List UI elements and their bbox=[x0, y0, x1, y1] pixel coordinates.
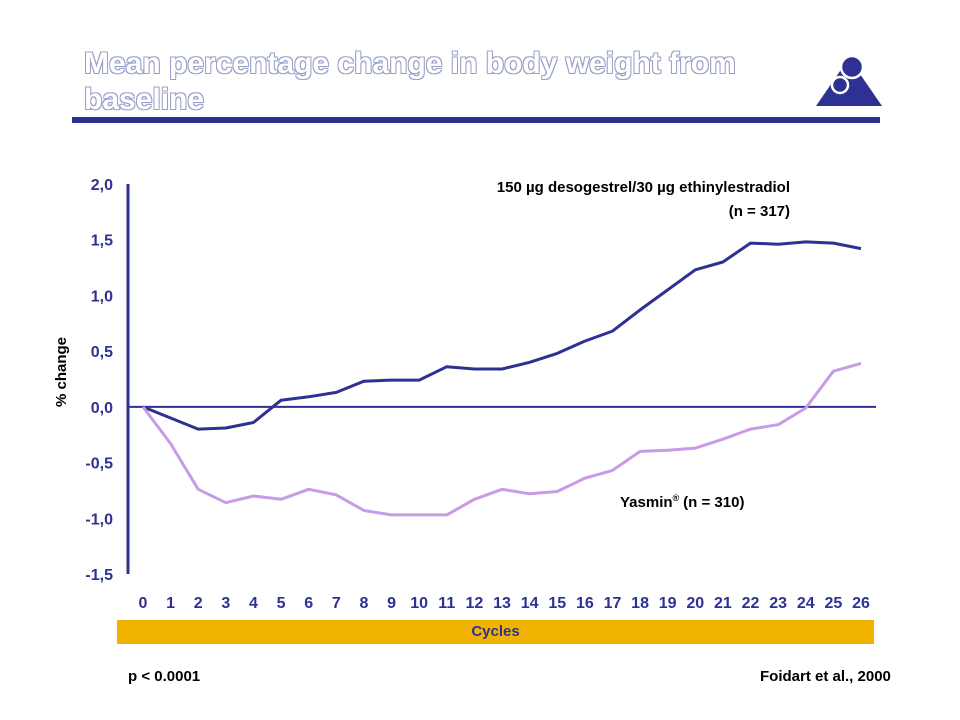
series-line-dsg bbox=[142, 240, 862, 431]
registered-mark: ® bbox=[673, 493, 680, 503]
x-tick-label: 21 bbox=[714, 595, 732, 612]
x-tick-label: 1 bbox=[166, 595, 175, 612]
y-axis: 2,0 1,5 1,0 0,5 0,0 -0,5 -1,0 -1,5 bbox=[85, 177, 130, 584]
x-tick-label: 2 bbox=[194, 595, 203, 612]
x-tick-label: 9 bbox=[387, 595, 396, 612]
x-tick-label: 14 bbox=[521, 595, 539, 612]
brand-logo-icon bbox=[816, 54, 882, 106]
x-tick-label: 18 bbox=[631, 595, 649, 612]
x-axis-label: Cycles bbox=[117, 620, 874, 644]
y-axis-label: % change bbox=[53, 337, 70, 407]
x-tick-label: 3 bbox=[221, 595, 230, 612]
y-tick-label: 1,0 bbox=[91, 288, 113, 305]
series-name-yasmin: Yasmin bbox=[620, 494, 673, 511]
y-tick-label: 1,5 bbox=[91, 233, 113, 250]
citation: Foidart et al., 2000 bbox=[760, 668, 891, 685]
series-label-yasmin: Yasmin® (n = 310) bbox=[620, 493, 744, 511]
y-tick-label: 2,0 bbox=[91, 177, 113, 194]
x-tick-label: 10 bbox=[410, 595, 428, 612]
x-tick-label: 5 bbox=[277, 595, 286, 612]
x-tick-label: 0 bbox=[139, 595, 148, 612]
series-layer bbox=[141, 240, 862, 517]
x-tick-label: 7 bbox=[332, 595, 341, 612]
series-n-label-yasmin: (n = 310) bbox=[683, 494, 744, 511]
x-tick-label: 22 bbox=[742, 595, 760, 612]
x-tick-label: 11 bbox=[438, 595, 455, 612]
x-tick-label: 12 bbox=[465, 595, 483, 612]
x-tick-label: 23 bbox=[769, 595, 787, 612]
y-tick-label: -1,5 bbox=[85, 567, 113, 584]
x-axis: 0 1 2 3 4 5 6 7 8 9 10 11 12 13 14 15 16 17 18 19 20 21 22 23 24… bbox=[128, 405, 876, 612]
page-title: Mean percentage change in body weight fr… bbox=[84, 47, 736, 116]
x-tick-label: 25 bbox=[824, 595, 842, 612]
x-tick-label: 15 bbox=[548, 595, 566, 612]
x-tick-label: 4 bbox=[249, 595, 258, 612]
x-tick-label: 8 bbox=[359, 595, 368, 612]
x-tick-label: 6 bbox=[304, 595, 313, 612]
x-tick-label: 20 bbox=[686, 595, 704, 612]
y-tick-label: -0,5 bbox=[85, 456, 113, 473]
y-tick-label: -1,0 bbox=[85, 511, 113, 528]
x-tick-label: 24 bbox=[797, 595, 815, 612]
series-line-yasmin bbox=[141, 361, 862, 517]
x-tick-label: 13 bbox=[493, 595, 511, 612]
title-divider bbox=[72, 117, 880, 123]
x-tick-label: 19 bbox=[659, 595, 677, 612]
p-value: p < 0.0001 bbox=[128, 668, 201, 685]
series-label-dsg: 150 µg desogestrel/30 µg ethinylestradio… bbox=[497, 179, 790, 196]
y-tick-label: 0,0 bbox=[91, 400, 113, 417]
series-n-label-dsg: (n = 317) bbox=[729, 203, 790, 220]
x-tick-label: 17 bbox=[604, 595, 622, 612]
x-tick-label: 26 bbox=[852, 595, 870, 612]
y-tick-label: 0,5 bbox=[91, 344, 113, 361]
x-tick-label: 16 bbox=[576, 595, 594, 612]
